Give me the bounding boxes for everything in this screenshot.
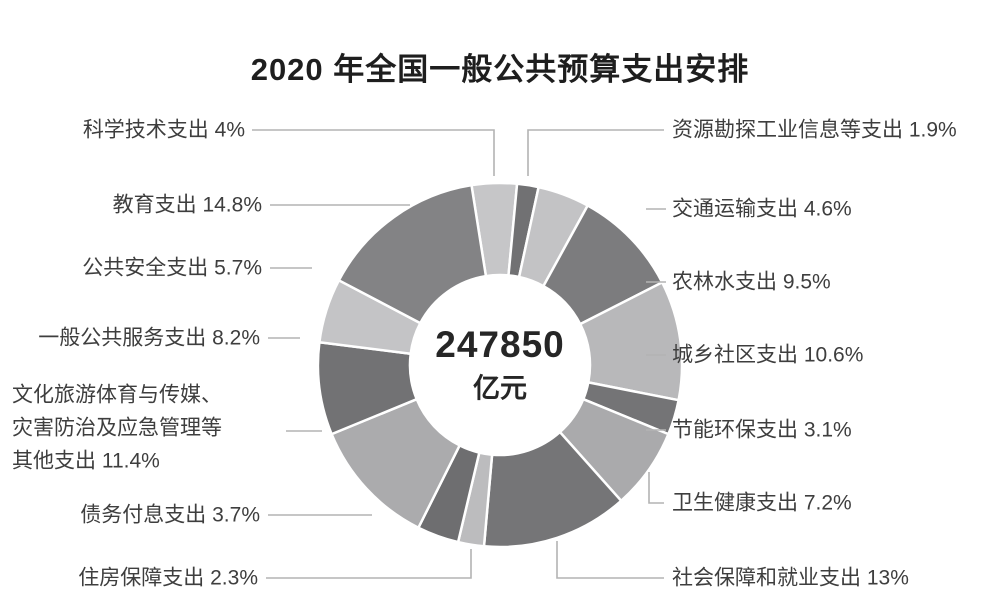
leader-line-health [648, 472, 664, 504]
chart-title: 2020 年全国一般公共预算支出安排 [250, 52, 750, 87]
segment-label-agri-forestry-water: 农林水支出 9.5% [672, 270, 831, 294]
segment-label-education: 教育支出 14.8% [112, 193, 262, 217]
segment-label-general-public-service: 一般公共服务支出 8.2% [38, 326, 260, 350]
segment-label-transportation: 交通运输支出 4.6% [672, 197, 852, 221]
segment-label-energy-conservation: 节能环保支出 3.1% [672, 418, 852, 442]
segment-label-science-tech: 科学技术支出 4% [82, 118, 245, 142]
donut-center-value: 247850 [435, 324, 565, 365]
segment-label-health: 卫生健康支出 7.2% [672, 491, 852, 515]
donut-center-unit: 亿元 [473, 373, 527, 404]
segment-label-urban-rural-community: 城乡社区支出 10.6% [672, 343, 864, 367]
segment-label-social-security-employment: 社会保障和就业支出 13% [672, 566, 909, 590]
segment-label-culture-tourism-other: 文化旅游体育与传媒、 灾害防治及应急管理等 其他支出 11.4% [12, 383, 222, 473]
leader-line-resource-exploration [527, 129, 664, 176]
pie-slice-education [337, 183, 488, 325]
leader-line-science-tech [252, 129, 495, 176]
segment-label-housing: 住房保障支出 2.3% [78, 566, 258, 590]
segment-label-debt-interest: 债务付息支出 3.7% [80, 503, 260, 527]
segment-label-public-safety: 公共安全支出 5.7% [82, 256, 262, 280]
segment-label-resource-exploration: 资源勘探工业信息等支出 1.9% [672, 118, 957, 142]
leader-line-social-security-employment [556, 541, 664, 579]
leader-line-housing [266, 549, 472, 579]
